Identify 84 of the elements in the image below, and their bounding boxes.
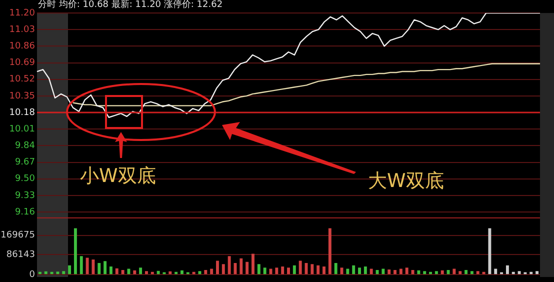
y-tick-label: 10.69 <box>9 58 36 68</box>
bar <box>210 268 214 274</box>
y-tick-label: 11.03 <box>9 24 35 35</box>
bar <box>464 270 468 274</box>
bar <box>133 270 136 274</box>
bar <box>322 266 326 274</box>
bar <box>68 265 72 274</box>
bar <box>536 271 539 274</box>
bar <box>434 271 438 274</box>
bar <box>382 268 385 274</box>
bar <box>156 270 160 274</box>
bar <box>411 270 414 274</box>
y-tick-label: 86143 <box>6 250 35 260</box>
bar <box>352 265 356 274</box>
bar <box>98 263 101 274</box>
y-tick-label: 9.67 <box>14 158 35 168</box>
bar <box>458 271 462 274</box>
y-tick-label: 9.50 <box>14 174 36 184</box>
bar <box>358 268 361 274</box>
bar <box>440 270 444 274</box>
bar <box>144 271 148 274</box>
y-tick-label: 10.01 <box>9 124 35 134</box>
bar <box>494 268 498 274</box>
bar <box>139 268 142 274</box>
bar <box>86 258 89 274</box>
bar <box>310 264 314 274</box>
bar <box>115 268 118 274</box>
bar <box>417 270 420 274</box>
y-tick-label: 169675 <box>0 230 35 241</box>
bar <box>446 270 450 274</box>
bar <box>62 271 66 274</box>
y-tick-label: 9.16 <box>14 207 36 218</box>
bar <box>275 268 278 274</box>
y-tick-label: 0 <box>29 270 36 280</box>
bar <box>328 228 332 274</box>
bar <box>316 265 320 274</box>
bar <box>44 271 48 274</box>
bar <box>257 264 260 274</box>
bar <box>298 260 302 274</box>
bar <box>287 268 290 274</box>
bar <box>394 270 396 274</box>
bar <box>518 271 521 274</box>
bar <box>104 261 107 274</box>
bar <box>399 268 402 274</box>
bar <box>281 266 284 274</box>
bar <box>74 228 77 274</box>
bar <box>370 268 373 274</box>
bar <box>405 268 408 274</box>
y-tick-label: 9.84 <box>14 141 36 152</box>
y-tick-label: 10.86 <box>9 42 36 52</box>
y-tick-label: 10.18 <box>9 108 36 118</box>
bar <box>388 270 391 274</box>
bar <box>452 268 456 274</box>
y-tick-label: 10.35 <box>9 91 35 102</box>
bar <box>334 263 338 274</box>
bar <box>488 228 492 274</box>
bar <box>180 270 184 274</box>
y-tick-label: 10.52 <box>9 74 35 85</box>
bar <box>80 256 83 274</box>
annotation: 大W双底 <box>368 169 444 194</box>
bar <box>292 265 296 274</box>
bar <box>252 254 254 274</box>
y-tick-label: 11.20 <box>9 8 36 18</box>
annotation: 小W双底 <box>80 164 156 189</box>
bar <box>423 271 426 274</box>
bar <box>476 271 480 274</box>
bar <box>168 271 172 274</box>
bar <box>109 266 112 274</box>
bar <box>346 268 350 274</box>
bar <box>216 260 219 274</box>
bar <box>470 271 474 274</box>
bar <box>263 268 266 274</box>
bar <box>92 260 95 274</box>
bar <box>204 270 208 274</box>
bar <box>121 270 124 274</box>
bar <box>240 258 243 274</box>
bar <box>246 262 249 274</box>
bar <box>228 256 231 274</box>
bar <box>56 272 60 274</box>
y-tick-label: 9.33 <box>14 190 35 201</box>
bar <box>222 264 225 274</box>
bar <box>127 268 130 274</box>
bar <box>506 265 509 274</box>
bar <box>364 266 367 274</box>
